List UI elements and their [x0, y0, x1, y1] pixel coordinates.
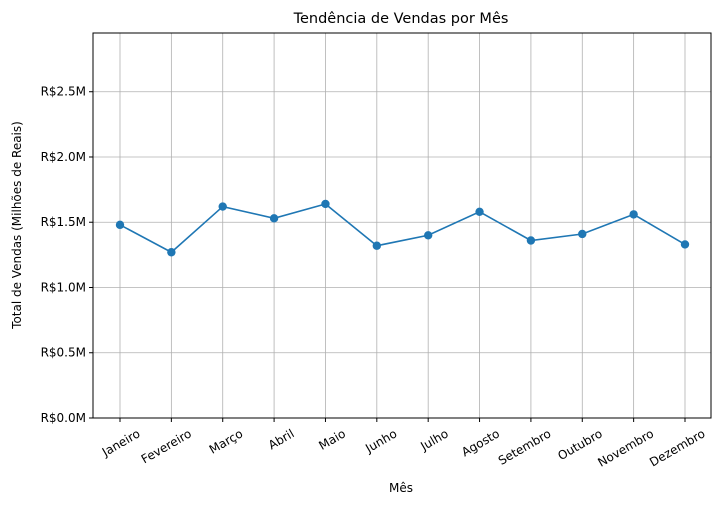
- data-point: [423, 231, 433, 240]
- x-tick-label: Dezembro: [647, 426, 707, 469]
- x-tick-label: Janeiro: [99, 426, 143, 459]
- plot-frame: [92, 32, 712, 419]
- data-point: [115, 220, 125, 230]
- data-point: [629, 210, 638, 219]
- x-tick-label: Junho: [362, 426, 399, 455]
- chart-title: Tendência de Vendas por Mês: [293, 11, 509, 27]
- x-tick-label: Setembro: [496, 426, 554, 467]
- y-axis-ticks: R$0.0M R$0.5M R$1.0M R$1.5M R$2.0M R$2.5M: [41, 85, 93, 425]
- x-tick-label: Julho: [417, 426, 450, 453]
- y-tick-label: R$2.0M: [41, 150, 86, 164]
- y-tick-label: R$1.5M: [41, 215, 86, 229]
- data-point: [167, 248, 176, 257]
- data-point: [269, 214, 279, 223]
- data-point: [321, 199, 330, 209]
- data-point: [680, 240, 690, 249]
- data-point: [475, 207, 484, 216]
- y-axis-label: Total de Vendas (Milhões de Reais): [10, 121, 24, 330]
- y-tick-label: R$0.5M: [41, 346, 86, 360]
- axes-frame: [92, 32, 712, 419]
- x-tick-label: Março: [207, 426, 245, 456]
- series-layer: [115, 199, 690, 257]
- data-point: [526, 236, 536, 245]
- x-tick-label: Abril: [266, 426, 297, 452]
- data-point: [218, 202, 227, 211]
- data-point: [372, 241, 382, 250]
- x-tick-label: Agosto: [459, 426, 502, 459]
- x-tick-label: Maio: [316, 426, 348, 452]
- x-tick-label: Novembro: [595, 426, 656, 469]
- series-line: [119, 203, 686, 254]
- x-axis-label: Mês: [389, 481, 413, 495]
- x-tick-label: Fevereiro: [139, 426, 194, 466]
- y-tick-label: R$0.0M: [41, 411, 86, 425]
- y-tick-label: R$1.0M: [41, 280, 86, 294]
- grid-layer: [93, 33, 711, 419]
- y-tick-label: R$2.5M: [41, 85, 86, 99]
- data-point: [578, 229, 587, 239]
